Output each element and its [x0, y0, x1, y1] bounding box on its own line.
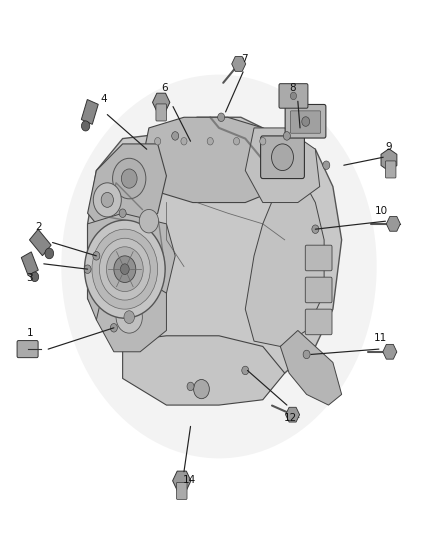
Circle shape — [92, 229, 158, 309]
Polygon shape — [140, 117, 280, 203]
Circle shape — [121, 169, 137, 188]
Text: 1: 1 — [26, 328, 33, 337]
Ellipse shape — [61, 75, 377, 458]
Circle shape — [99, 238, 150, 300]
FancyBboxPatch shape — [261, 136, 304, 179]
Circle shape — [260, 138, 266, 145]
FancyBboxPatch shape — [385, 161, 396, 178]
Polygon shape — [21, 252, 38, 276]
Polygon shape — [173, 471, 191, 490]
Circle shape — [84, 265, 91, 273]
Circle shape — [303, 350, 310, 359]
Polygon shape — [286, 407, 300, 422]
Circle shape — [242, 366, 249, 375]
Circle shape — [187, 382, 194, 391]
Circle shape — [45, 248, 54, 259]
Polygon shape — [386, 216, 400, 231]
Polygon shape — [383, 344, 397, 359]
Polygon shape — [29, 229, 51, 256]
Circle shape — [290, 92, 297, 100]
Polygon shape — [88, 213, 175, 320]
Text: 2: 2 — [35, 222, 42, 232]
FancyBboxPatch shape — [305, 277, 332, 303]
Polygon shape — [88, 117, 342, 389]
Polygon shape — [123, 336, 285, 405]
Text: 14: 14 — [183, 475, 196, 484]
Circle shape — [116, 301, 142, 333]
Circle shape — [233, 138, 240, 145]
FancyBboxPatch shape — [305, 245, 332, 271]
Text: 10: 10 — [374, 206, 388, 215]
Circle shape — [119, 209, 126, 217]
Circle shape — [101, 192, 113, 207]
Polygon shape — [152, 93, 170, 111]
Circle shape — [110, 324, 117, 332]
Circle shape — [81, 121, 90, 131]
FancyBboxPatch shape — [305, 309, 332, 335]
Text: 4: 4 — [101, 94, 108, 103]
Circle shape — [302, 117, 310, 126]
FancyBboxPatch shape — [177, 482, 187, 499]
Text: 9: 9 — [385, 142, 392, 151]
Circle shape — [207, 138, 213, 145]
FancyBboxPatch shape — [156, 104, 166, 121]
Polygon shape — [245, 128, 320, 203]
Circle shape — [155, 138, 161, 145]
Text: 6: 6 — [161, 83, 168, 93]
Text: 8: 8 — [289, 83, 296, 93]
Circle shape — [85, 220, 165, 318]
Polygon shape — [88, 144, 166, 235]
Circle shape — [113, 158, 146, 199]
Circle shape — [93, 183, 121, 217]
Circle shape — [172, 132, 179, 140]
Circle shape — [272, 144, 293, 171]
Text: 7: 7 — [241, 54, 248, 63]
Text: 3: 3 — [26, 273, 33, 283]
FancyBboxPatch shape — [279, 84, 308, 108]
Circle shape — [106, 247, 143, 292]
Circle shape — [120, 264, 129, 274]
Circle shape — [283, 132, 290, 140]
Polygon shape — [81, 100, 98, 124]
Polygon shape — [232, 56, 246, 71]
Circle shape — [218, 113, 225, 122]
Circle shape — [139, 209, 159, 233]
FancyBboxPatch shape — [17, 341, 38, 358]
Circle shape — [323, 161, 330, 169]
Polygon shape — [280, 330, 342, 405]
Circle shape — [114, 256, 136, 282]
Text: 11: 11 — [374, 334, 387, 343]
Circle shape — [312, 225, 319, 233]
Circle shape — [194, 379, 209, 399]
Polygon shape — [96, 277, 166, 352]
Polygon shape — [245, 171, 324, 346]
FancyBboxPatch shape — [285, 104, 326, 138]
Circle shape — [181, 138, 187, 145]
Text: 12: 12 — [283, 414, 297, 423]
Circle shape — [124, 311, 134, 324]
Circle shape — [31, 272, 39, 281]
Polygon shape — [381, 149, 397, 171]
FancyBboxPatch shape — [290, 111, 321, 133]
Circle shape — [93, 252, 100, 260]
